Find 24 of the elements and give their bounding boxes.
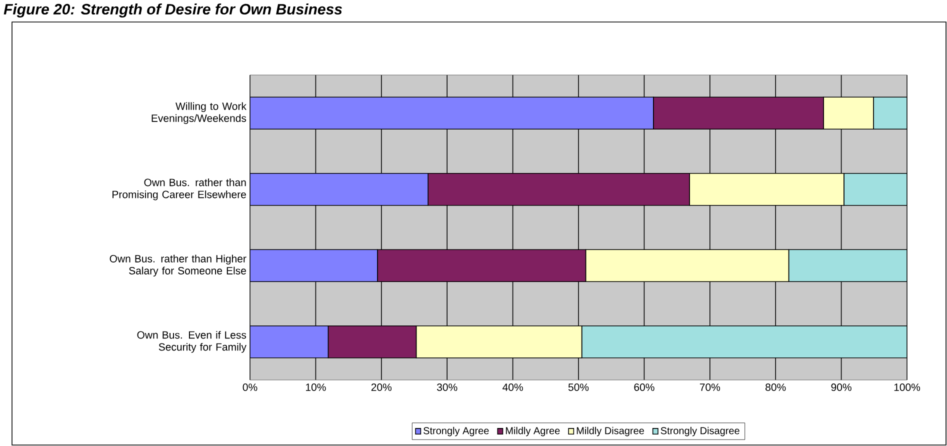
chart-title: Figure 20: Strength of Desire for Own Business xyxy=(4,4,342,18)
legend-label: Mildly Disagree xyxy=(576,426,644,436)
x-tick-label: 80% xyxy=(766,384,786,391)
y-tick-label: Own Bus. rather than Promising Career Elsewhere xyxy=(112,178,246,200)
x-tick-label: 40% xyxy=(502,384,523,391)
bar xyxy=(250,249,378,282)
y-tick-label: Own Bus. rather than Higher Salary for Someone Else xyxy=(110,254,246,277)
x-tick-label: 50% xyxy=(568,384,589,391)
legend-label: Strongly Agree xyxy=(424,426,489,436)
x-tick-label: 100% xyxy=(894,384,920,391)
bar xyxy=(250,96,654,130)
x-tick-label: 0% xyxy=(242,384,258,391)
legend-label: Strongly Disagree xyxy=(660,426,740,436)
x-tick-label: 60% xyxy=(634,384,654,391)
bar xyxy=(250,172,428,206)
y-tick-label: Own Bus. Even if Less Security for Family xyxy=(137,330,246,353)
x-tick-label: 30% xyxy=(436,384,458,391)
y-tick-label: Willing to Work Evenings/Weekends xyxy=(152,102,246,124)
x-tick-label: 20% xyxy=(371,384,392,391)
x-tick-label: 70% xyxy=(700,384,720,391)
bar xyxy=(250,325,329,358)
x-tick-label: 10% xyxy=(306,384,326,391)
legend-label: Mildly Agree xyxy=(506,426,560,436)
x-tick-label: 90% xyxy=(831,384,852,391)
